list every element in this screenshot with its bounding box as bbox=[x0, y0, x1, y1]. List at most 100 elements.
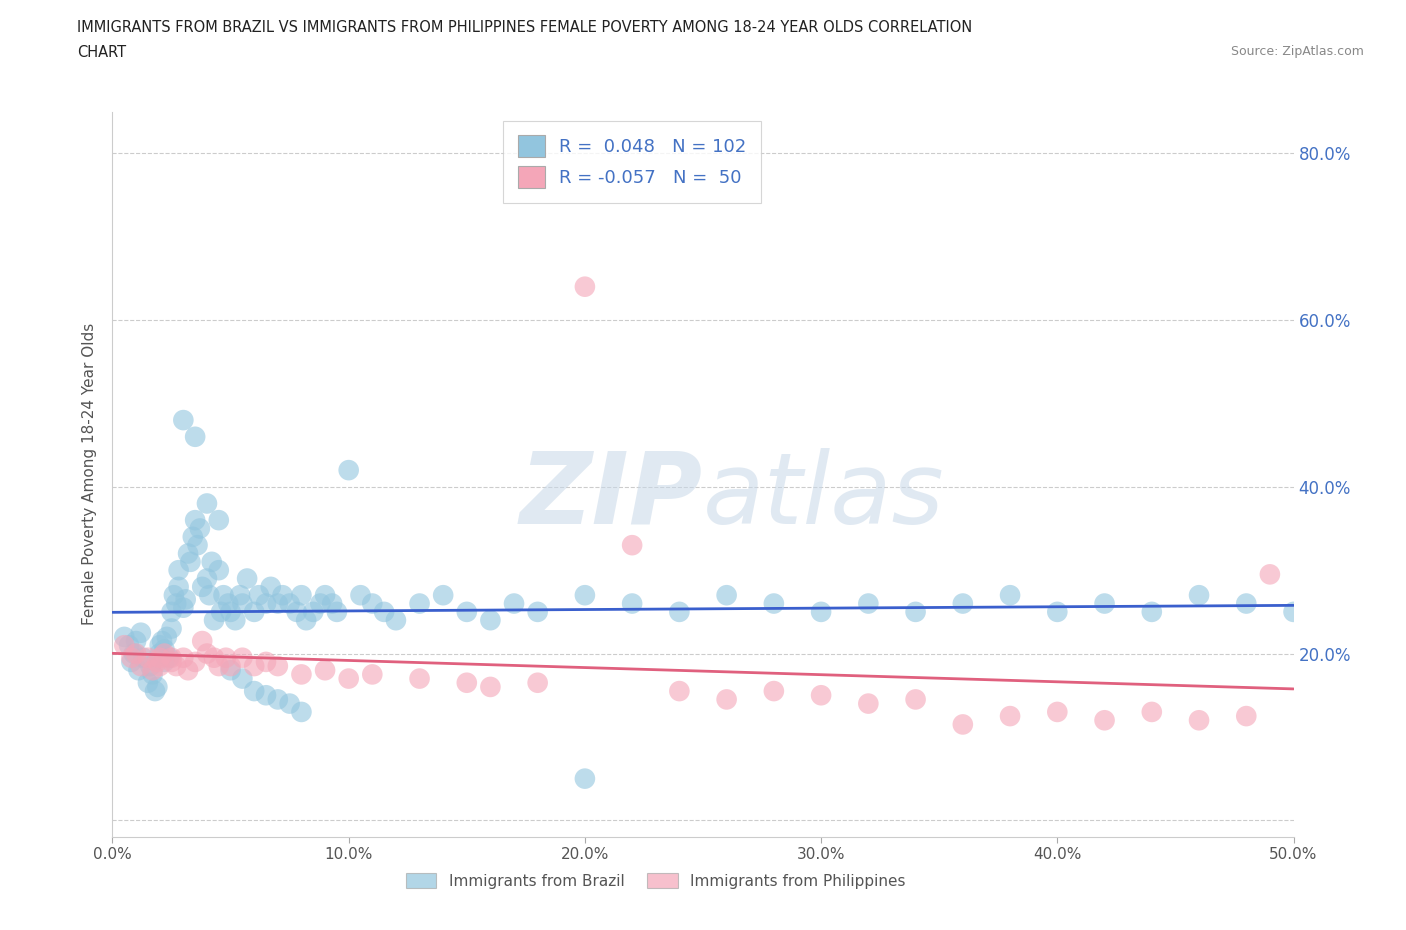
Point bbox=[174, 591, 197, 606]
Point bbox=[456, 675, 478, 690]
Point bbox=[165, 596, 187, 611]
Point bbox=[309, 596, 332, 611]
Point bbox=[385, 613, 408, 628]
Point bbox=[361, 596, 384, 611]
Point bbox=[254, 596, 277, 611]
Point bbox=[122, 646, 145, 661]
Point bbox=[118, 638, 141, 653]
Point bbox=[904, 692, 927, 707]
Point bbox=[149, 638, 172, 653]
Point bbox=[179, 554, 201, 569]
Point bbox=[125, 646, 148, 661]
Y-axis label: Female Poverty Among 18-24 Year Olds: Female Poverty Among 18-24 Year Olds bbox=[82, 324, 97, 626]
Point bbox=[191, 633, 214, 648]
Point bbox=[160, 655, 183, 670]
Point bbox=[160, 650, 183, 665]
Point bbox=[127, 663, 149, 678]
Point bbox=[120, 655, 142, 670]
Point bbox=[202, 650, 225, 665]
Point bbox=[574, 588, 596, 603]
Point bbox=[163, 588, 186, 603]
Text: CHART: CHART bbox=[77, 45, 127, 60]
Point bbox=[198, 588, 221, 603]
Point bbox=[432, 588, 454, 603]
Point bbox=[1258, 567, 1281, 582]
Point bbox=[1094, 712, 1116, 727]
Point bbox=[574, 279, 596, 294]
Point bbox=[129, 658, 152, 673]
Point bbox=[231, 596, 253, 611]
Point bbox=[201, 554, 224, 569]
Point bbox=[267, 692, 290, 707]
Point bbox=[716, 692, 738, 707]
Point bbox=[1140, 705, 1163, 720]
Point bbox=[236, 571, 259, 586]
Point bbox=[231, 650, 253, 665]
Point bbox=[153, 642, 176, 657]
Point bbox=[195, 571, 218, 586]
Point bbox=[668, 604, 690, 619]
Point bbox=[157, 650, 180, 665]
Point bbox=[112, 638, 135, 653]
Point bbox=[184, 655, 207, 670]
Point bbox=[167, 563, 190, 578]
Point bbox=[762, 596, 785, 611]
Point bbox=[574, 771, 596, 786]
Point bbox=[149, 646, 172, 661]
Text: Source: ZipAtlas.com: Source: ZipAtlas.com bbox=[1230, 45, 1364, 58]
Point bbox=[278, 596, 301, 611]
Point bbox=[267, 596, 290, 611]
Point bbox=[139, 658, 162, 673]
Point bbox=[302, 604, 325, 619]
Legend: Immigrants from Brazil, Immigrants from Philippines: Immigrants from Brazil, Immigrants from … bbox=[399, 867, 911, 895]
Point bbox=[1188, 712, 1211, 727]
Point bbox=[165, 658, 187, 673]
Point bbox=[112, 630, 135, 644]
Point bbox=[1234, 709, 1257, 724]
Point bbox=[373, 604, 395, 619]
Point bbox=[156, 630, 179, 644]
Point bbox=[290, 588, 312, 603]
Point bbox=[149, 658, 172, 673]
Point bbox=[526, 675, 548, 690]
Point bbox=[479, 613, 502, 628]
Point bbox=[278, 697, 301, 711]
Point bbox=[177, 546, 200, 561]
Point bbox=[208, 658, 231, 673]
Point bbox=[153, 646, 176, 661]
Point bbox=[858, 596, 880, 611]
Point bbox=[479, 680, 502, 695]
Point bbox=[668, 684, 690, 698]
Text: IMMIGRANTS FROM BRAZIL VS IMMIGRANTS FROM PHILIPPINES FEMALE POVERTY AMONG 18-24: IMMIGRANTS FROM BRAZIL VS IMMIGRANTS FRO… bbox=[77, 20, 973, 35]
Point bbox=[243, 604, 266, 619]
Point bbox=[762, 684, 785, 698]
Point bbox=[120, 650, 142, 665]
Point bbox=[408, 671, 430, 686]
Point bbox=[998, 588, 1021, 603]
Point bbox=[132, 650, 155, 665]
Point bbox=[224, 613, 246, 628]
Point bbox=[160, 604, 183, 619]
Point bbox=[136, 675, 159, 690]
Point bbox=[1282, 604, 1305, 619]
Point bbox=[160, 621, 183, 636]
Point bbox=[149, 650, 172, 665]
Point bbox=[285, 604, 308, 619]
Point bbox=[129, 625, 152, 640]
Point bbox=[952, 717, 974, 732]
Point bbox=[254, 688, 277, 703]
Point bbox=[290, 705, 312, 720]
Point bbox=[172, 600, 194, 615]
Point bbox=[326, 604, 349, 619]
Point bbox=[337, 463, 360, 478]
Point bbox=[188, 521, 211, 536]
Point bbox=[621, 596, 644, 611]
Point bbox=[219, 663, 242, 678]
Point bbox=[526, 604, 548, 619]
Point bbox=[361, 667, 384, 682]
Point bbox=[181, 529, 204, 544]
Point bbox=[952, 596, 974, 611]
Point bbox=[243, 684, 266, 698]
Point bbox=[904, 604, 927, 619]
Point bbox=[271, 588, 294, 603]
